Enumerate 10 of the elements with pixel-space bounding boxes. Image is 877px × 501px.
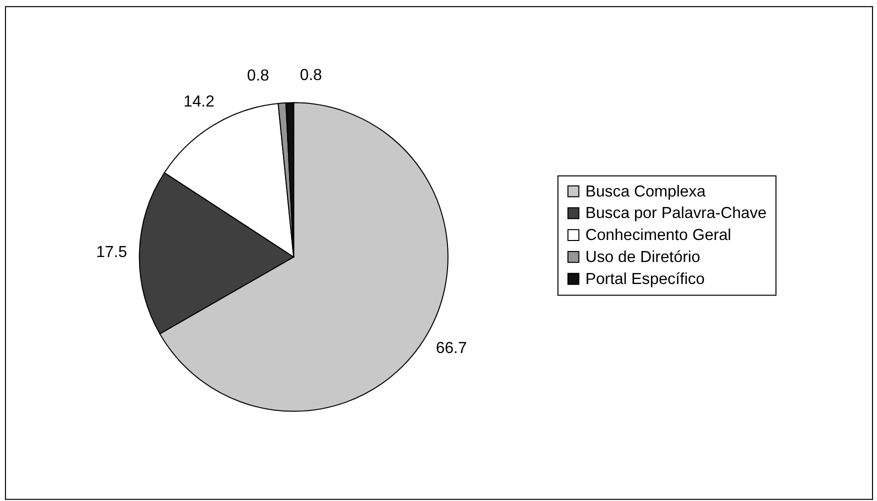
- legend-label: Conhecimento Geral: [585, 227, 732, 244]
- legend-label: Busca por Palavra-Chave: [585, 205, 767, 222]
- data-label: 0.8: [300, 66, 322, 84]
- data-label: 14.2: [183, 93, 215, 110]
- data-label: 0.8: [246, 67, 270, 84]
- legend-label: Busca Complexa: [585, 183, 706, 200]
- legend-label: Portal Específico: [585, 270, 705, 288]
- data-label: 17.5: [96, 244, 128, 261]
- legend-label: Uso de Diretório: [585, 248, 700, 266]
- data-label: 66.7: [436, 340, 467, 358]
